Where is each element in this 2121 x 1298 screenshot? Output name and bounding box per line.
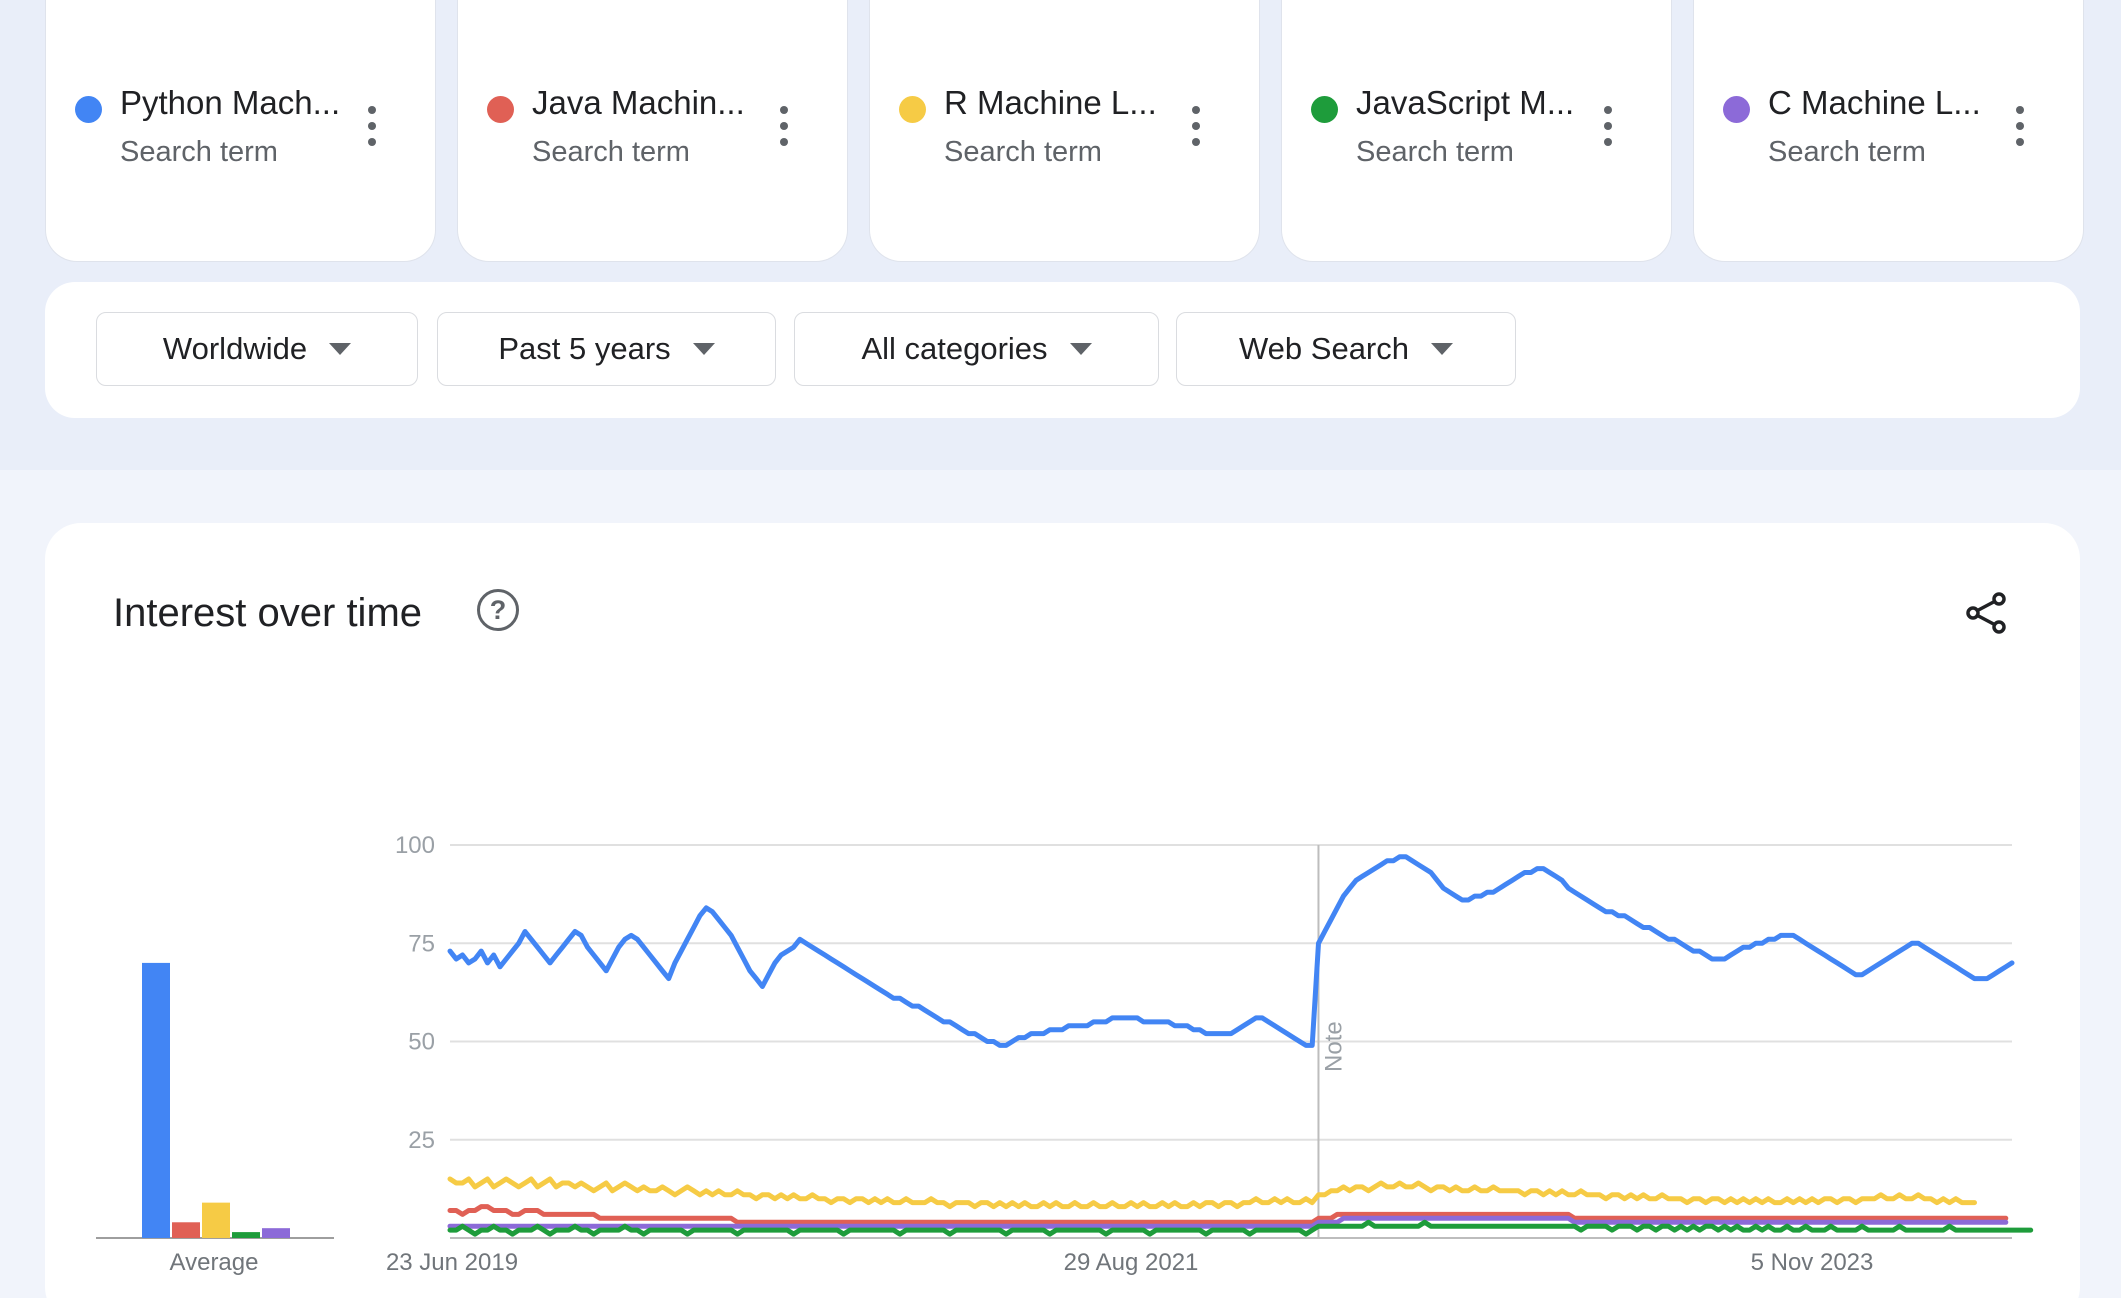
- y-tick-label: 100: [395, 832, 435, 859]
- average-bar: [172, 1222, 200, 1238]
- region-dropdown-label: Worldwide: [162, 331, 308, 366]
- more-vert-icon[interactable]: [778, 106, 790, 146]
- average-bar: [202, 1202, 230, 1238]
- panel-title: Interest over time: [113, 591, 423, 635]
- more-vert-icon[interactable]: [366, 106, 378, 146]
- term-subtitle: Search term: [1768, 136, 1926, 168]
- series-line[interactable]: [447, 1215, 2009, 1229]
- term-name: R Machine L...: [944, 84, 1157, 121]
- x-tick-label: 23 Jun 2019: [386, 1249, 518, 1276]
- term-subtitle: Search term: [944, 136, 1102, 168]
- x-tick-label: 5 Nov 2023: [1751, 1249, 1874, 1276]
- caret-down-icon: [692, 343, 715, 355]
- note-label[interactable]: Note: [1320, 1021, 1347, 1072]
- caret-down-icon: [1069, 343, 1092, 355]
- more-vert-icon[interactable]: [2014, 106, 2026, 146]
- category-dropdown-label: All categories: [861, 331, 1048, 366]
- series-line[interactable]: [447, 1219, 2034, 1237]
- term-color-dot: [75, 96, 102, 123]
- term-name: Java Machin...: [532, 84, 745, 121]
- region-dropdown[interactable]: Worldwide: [96, 312, 418, 386]
- search-term-card-c[interactable]: C Machine L... Search term: [1693, 0, 2084, 262]
- term-color-dot: [1723, 96, 1750, 123]
- search-term-card-javascript[interactable]: JavaScript M... Search term: [1281, 0, 1672, 262]
- series-line[interactable]: [447, 1204, 2009, 1225]
- search-term-card-python[interactable]: Python Mach... Search term: [45, 0, 436, 262]
- caret-down-icon: [1431, 343, 1453, 355]
- term-name: C Machine L...: [1768, 84, 1981, 121]
- time-range-dropdown-label: Past 5 years: [498, 331, 671, 366]
- term-color-dot: [899, 96, 926, 123]
- y-tick-label: 50: [408, 1029, 435, 1056]
- series-line[interactable]: [447, 1176, 1977, 1210]
- y-tick-label: 75: [408, 930, 435, 957]
- help-circle-icon[interactable]: ?: [477, 589, 519, 631]
- average-bar: [142, 962, 170, 1238]
- series-lines: [447, 854, 2034, 1237]
- term-subtitle: Search term: [532, 136, 690, 168]
- average-bar: [262, 1228, 290, 1238]
- search-terms-row: Python Mach... Search term Java Machin..…: [45, 0, 2084, 262]
- caret-down-icon: [329, 343, 352, 355]
- x-axis-labels: 23 Jun 2019 29 Aug 2021 5 Nov 2023: [386, 1249, 1873, 1276]
- more-vert-icon[interactable]: [1602, 106, 1614, 146]
- term-subtitle: Search term: [1356, 136, 1514, 168]
- term-name: JavaScript M...: [1356, 84, 1575, 121]
- y-tick-label: 25: [408, 1127, 435, 1154]
- x-tick-label: 29 Aug 2021: [1064, 1249, 1199, 1276]
- interest-over-time-panel: Interest over time ?: [45, 523, 2080, 1298]
- time-range-dropdown[interactable]: Past 5 years: [437, 312, 776, 386]
- average-label: Average: [170, 1249, 259, 1276]
- search-term-card-r[interactable]: R Machine L... Search term: [869, 0, 1260, 262]
- series-line[interactable]: [447, 854, 2015, 1048]
- term-color-dot: [1311, 96, 1338, 123]
- term-color-dot: [487, 96, 514, 123]
- term-subtitle: Search term: [120, 136, 278, 168]
- category-dropdown[interactable]: All categories: [794, 312, 1159, 386]
- y-axis-ticks: 100 75 50 25: [395, 832, 435, 1154]
- search-term-card-java[interactable]: Java Machin... Search term: [457, 0, 848, 262]
- average-bars: Average: [96, 962, 334, 1276]
- average-bar: [232, 1232, 260, 1238]
- more-vert-icon[interactable]: [1190, 106, 1202, 146]
- chart-grid: Note: [450, 844, 2012, 1239]
- search-type-dropdown-label: Web Search: [1238, 331, 1409, 366]
- share-icon[interactable]: [1964, 591, 2008, 635]
- term-name: Python Mach...: [120, 84, 341, 121]
- search-type-dropdown[interactable]: Web Search: [1176, 312, 1516, 386]
- filters-bar: Worldwide Past 5 years All categories We…: [45, 282, 2080, 418]
